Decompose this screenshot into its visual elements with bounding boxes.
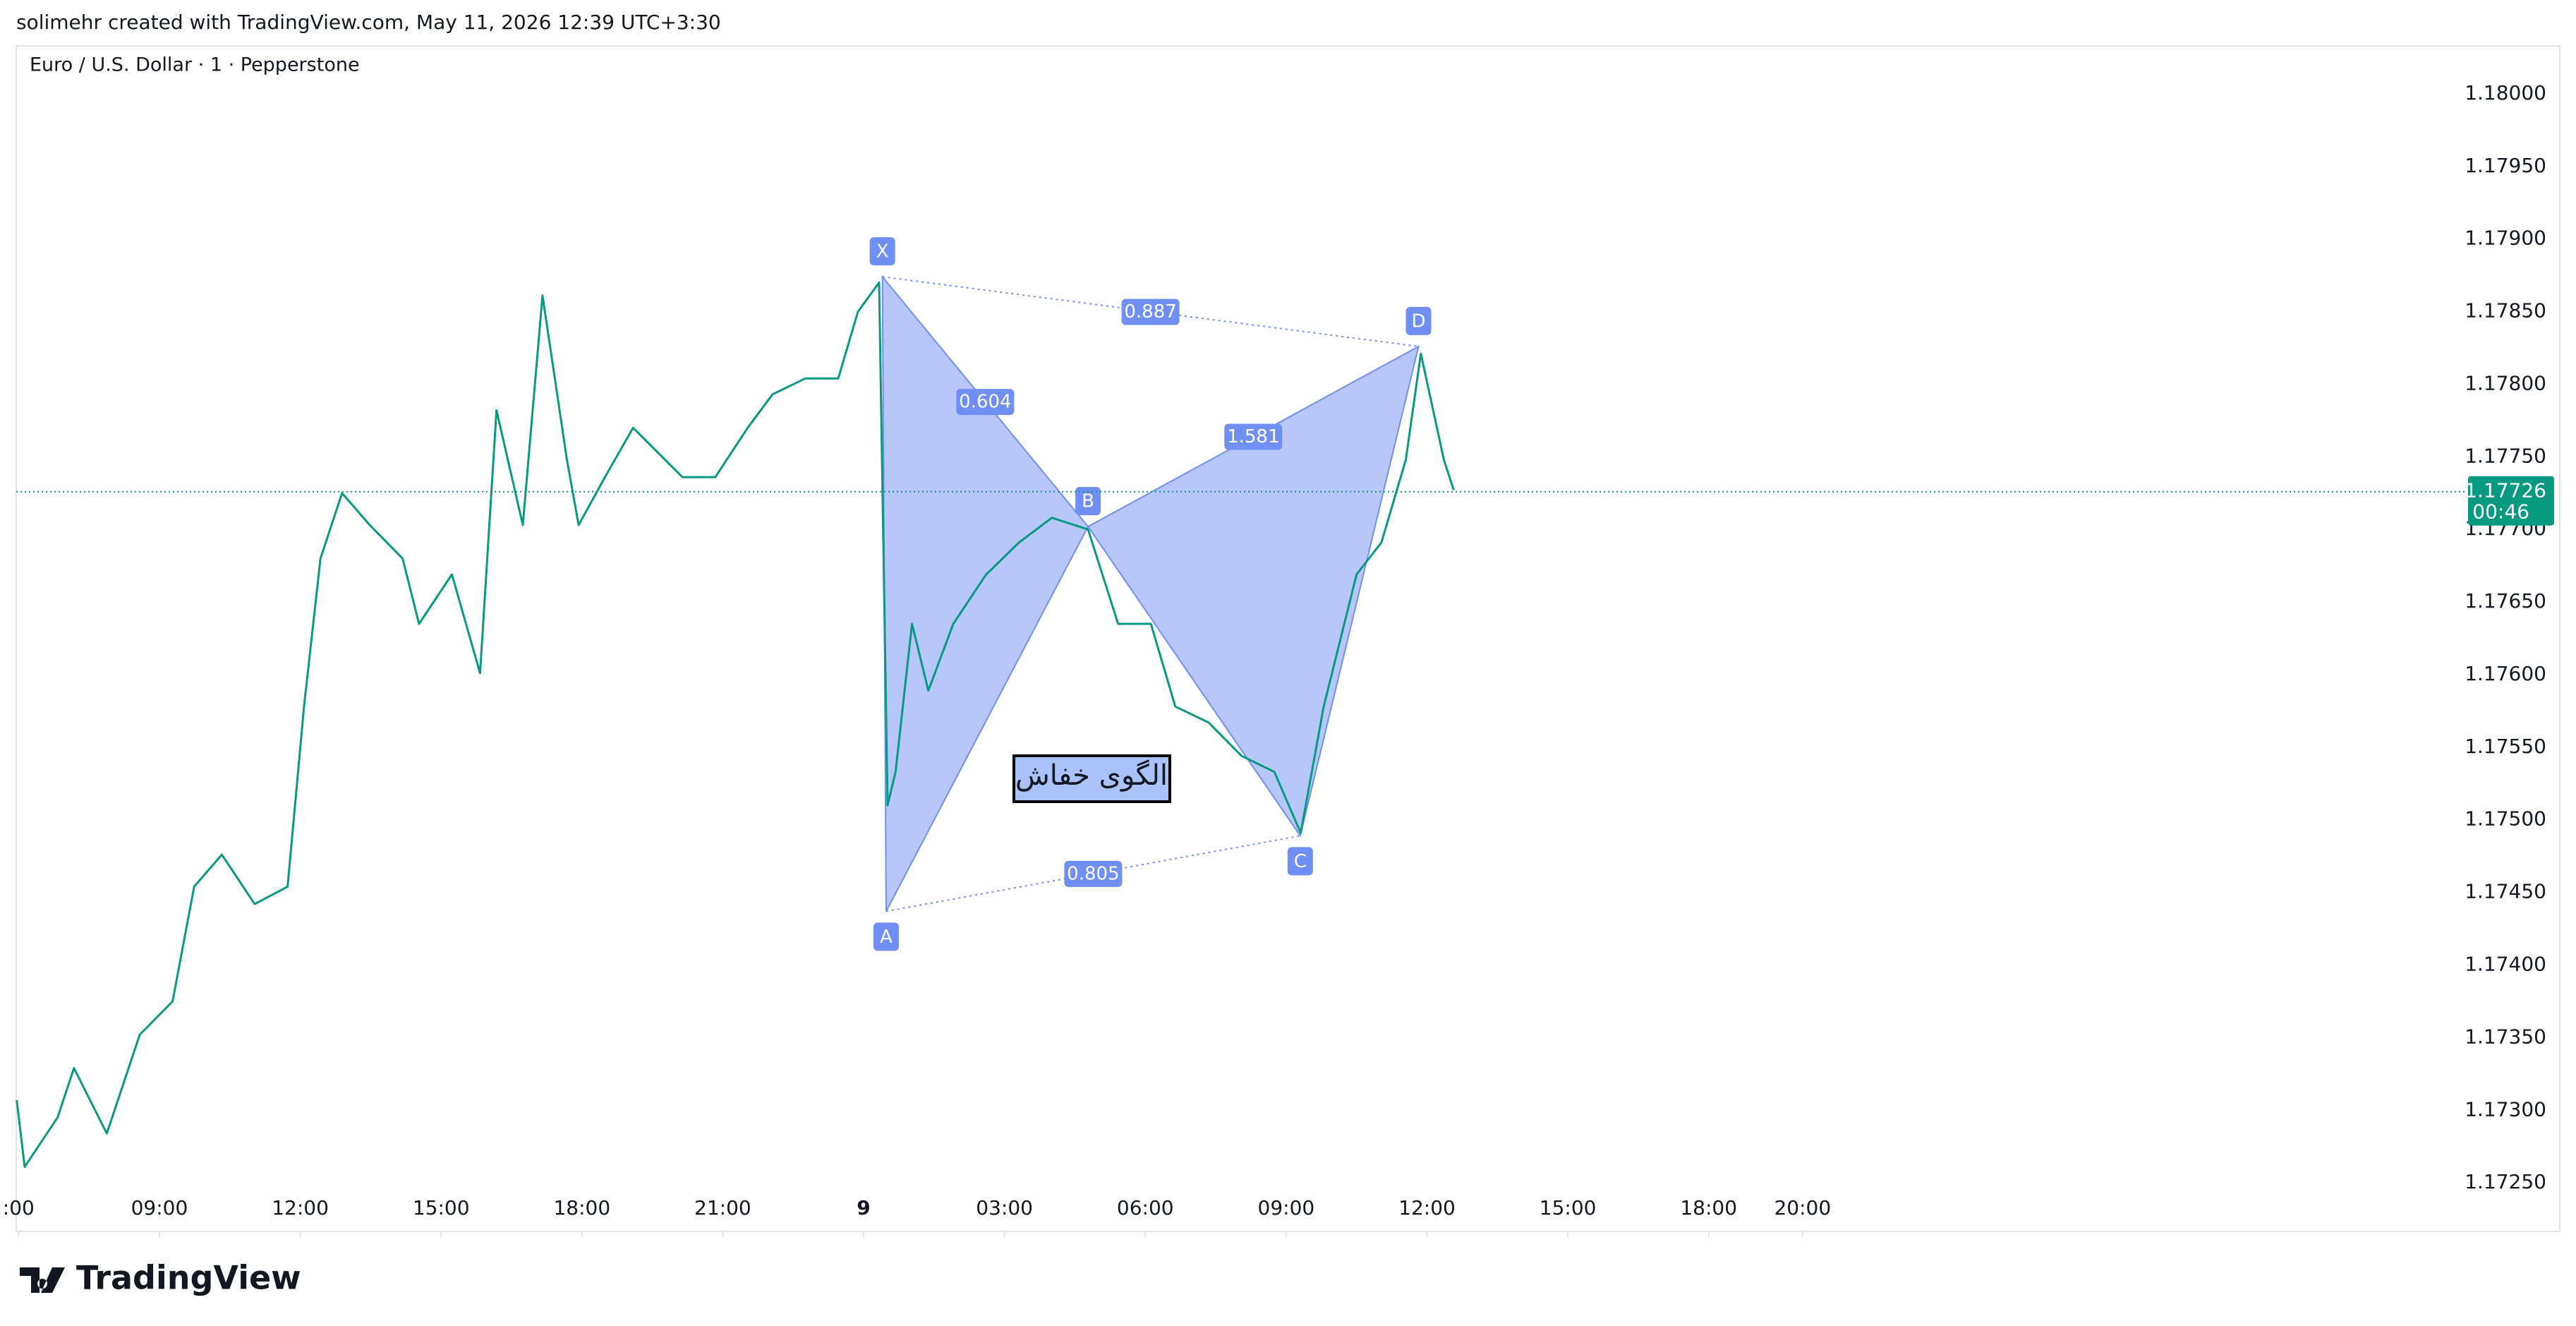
y-tick-label: 1.17900: [2465, 227, 2546, 250]
y-tick-label: 1.17650: [2465, 589, 2546, 613]
y-tick-label: 1.17400: [2465, 953, 2546, 976]
y-tick-label: 1.17450: [2465, 880, 2546, 903]
x-tick-label: 18:00: [1680, 1196, 1737, 1219]
ratio-label: 1.581: [1227, 426, 1279, 447]
ratio-box: [956, 389, 1015, 416]
ratio-box: [1121, 299, 1180, 325]
x-tick-label: 12:00: [1398, 1196, 1456, 1219]
ratio-box: [1064, 860, 1123, 887]
price-tag: [2468, 476, 2554, 526]
y-tick-label: 1.17350: [2465, 1025, 2546, 1048]
y-tick-label: 1.18000: [2465, 81, 2546, 104]
x-tick-label: 09:00: [131, 1196, 188, 1219]
logo-icon: [20, 1267, 65, 1293]
ratio-label: 0.805: [1067, 863, 1119, 884]
logo-text: TradingView: [76, 1259, 301, 1297]
point-box: [1287, 847, 1313, 876]
point-label: C: [1294, 851, 1307, 872]
x-tick-label: 12:00: [272, 1196, 329, 1219]
x-tick-label: 15:00: [1540, 1196, 1597, 1219]
x-tick-label: :00: [3, 1196, 35, 1219]
price-tag-countdown: 00:46: [2472, 500, 2529, 524]
point-label: D: [1411, 311, 1425, 332]
x-tick-label: 9: [857, 1196, 870, 1219]
attribution: solimehr created with TradingView.com, M…: [16, 11, 721, 34]
chart-title: Euro / U.S. Dollar · 1 · Pepperstone: [30, 54, 360, 76]
point-box: [1405, 306, 1432, 335]
point-label: X: [876, 241, 889, 263]
y-tick-label: 1.17500: [2465, 807, 2546, 831]
y-tick-label: 1.17600: [2465, 662, 2546, 685]
ratio-label: 0.887: [1124, 301, 1176, 323]
y-tick-label: 1.17800: [2465, 371, 2546, 394]
y-tick-label: 1.17550: [2465, 735, 2546, 758]
point-box: [1075, 487, 1101, 516]
y-tick-label: 1.17250: [2465, 1170, 2546, 1193]
x-tick-label: 03:00: [976, 1196, 1033, 1219]
x-tick-label: 21:00: [694, 1196, 751, 1219]
ratio-label: 0.604: [959, 392, 1011, 413]
x-tick-label: 15:00: [413, 1196, 470, 1219]
y-tick-label: 1.17750: [2465, 444, 2546, 467]
x-tick-label: 20:00: [1774, 1196, 1831, 1219]
ratio-box: [1224, 423, 1283, 450]
price-line: [16, 281, 1455, 1168]
logo: TradingView: [20, 1259, 301, 1297]
x-tick-label: 18:00: [553, 1196, 610, 1219]
y-tick-label: 1.17950: [2465, 154, 2546, 177]
note-box: [1012, 754, 1171, 803]
x-tick-label: 09:00: [1258, 1196, 1315, 1219]
y-tick-label: 1.17850: [2465, 299, 2546, 323]
note-text: الگوی خفاش: [1015, 759, 1168, 792]
y-tick-label: 1.17300: [2465, 1097, 2546, 1121]
point-box: [869, 237, 895, 266]
point-label: A: [880, 927, 893, 948]
x-tick-label: 06:00: [1117, 1196, 1174, 1219]
point-box: [873, 922, 899, 951]
point-label: B: [1082, 491, 1094, 512]
price-tag-value: 1.17726: [2465, 479, 2546, 502]
